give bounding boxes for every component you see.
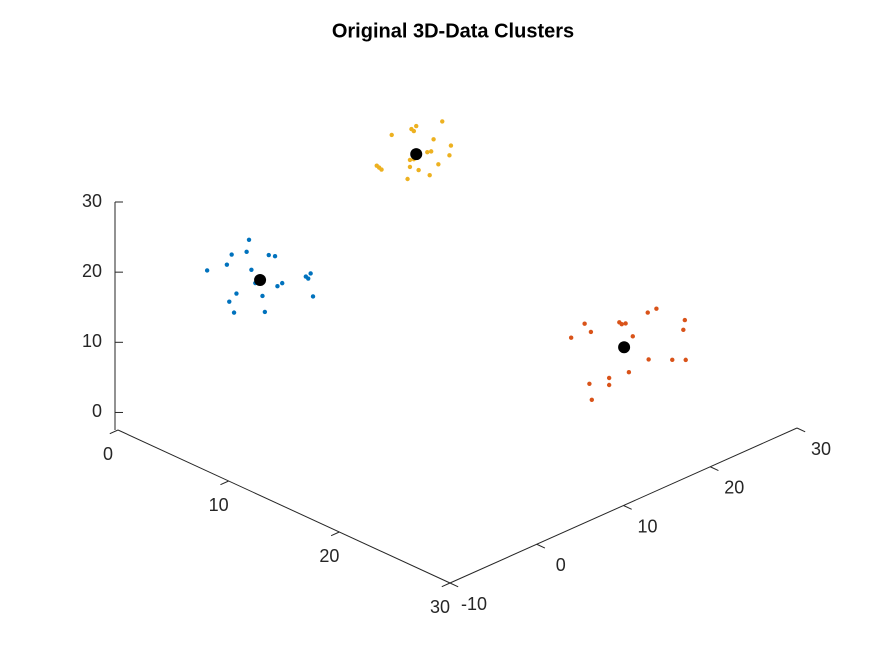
point (262, 309, 268, 315)
point (568, 335, 574, 340)
x-tick (330, 531, 340, 537)
point (582, 321, 587, 326)
z-tick-label: 30 (82, 191, 102, 211)
point (407, 157, 413, 163)
point (425, 149, 430, 155)
x-tick-label: 30 (430, 597, 450, 617)
y-tick-label: -10 (461, 594, 487, 614)
point (246, 237, 252, 242)
y-tick (536, 543, 546, 549)
x-tick-label: 0 (103, 444, 113, 464)
point (244, 249, 249, 255)
point (249, 267, 254, 272)
point (379, 167, 384, 172)
point (416, 167, 421, 173)
z-tick-label: 10 (82, 331, 102, 351)
point (670, 357, 675, 363)
point (587, 381, 592, 386)
point (409, 126, 414, 132)
point (266, 252, 271, 258)
point (260, 293, 265, 299)
y-tick (623, 505, 632, 510)
point (447, 153, 452, 158)
z-tick-label: 20 (82, 261, 102, 281)
x-tick-label: 20 (319, 546, 339, 566)
point (234, 291, 239, 296)
y-tick (449, 582, 459, 588)
point (436, 162, 441, 167)
y-tick-label: 0 (556, 555, 566, 575)
point (272, 254, 278, 259)
point (588, 329, 594, 335)
point (606, 382, 612, 388)
point (280, 280, 285, 286)
point (389, 132, 394, 138)
point (626, 369, 632, 375)
point (231, 310, 237, 315)
point (229, 252, 234, 257)
z-tick-label: 0 (92, 401, 102, 421)
y-tick-label: 10 (637, 516, 657, 536)
point (308, 271, 313, 276)
point (630, 334, 635, 339)
point (683, 357, 688, 363)
y-tick-label: 20 (724, 478, 744, 498)
point (646, 357, 651, 362)
point (204, 268, 210, 273)
point (606, 375, 612, 381)
x-tick-label: 10 (209, 495, 229, 515)
point (682, 317, 688, 323)
point (275, 284, 280, 289)
point (645, 310, 650, 315)
point (619, 322, 624, 327)
point (681, 327, 686, 333)
y-tick-label: 30 (811, 439, 831, 459)
point (310, 294, 316, 299)
x-tick (220, 480, 229, 486)
point (428, 149, 434, 154)
point (306, 276, 311, 281)
point (427, 172, 432, 178)
y-tick (796, 427, 806, 433)
point (405, 176, 410, 182)
x-axis (117, 429, 451, 584)
point (407, 164, 413, 170)
point (448, 143, 454, 148)
point (414, 123, 419, 129)
point (224, 262, 230, 267)
point (440, 119, 445, 124)
point (623, 321, 628, 326)
y-tick (710, 466, 719, 471)
centroid (254, 273, 267, 286)
x-tick (109, 429, 119, 435)
point (431, 137, 436, 142)
chart-title: Original 3D-Data Clusters (332, 20, 574, 42)
centroid (618, 341, 631, 354)
point (589, 397, 594, 402)
point (227, 299, 232, 304)
x-tick (441, 582, 451, 588)
point (654, 306, 659, 311)
centroid (410, 148, 423, 161)
